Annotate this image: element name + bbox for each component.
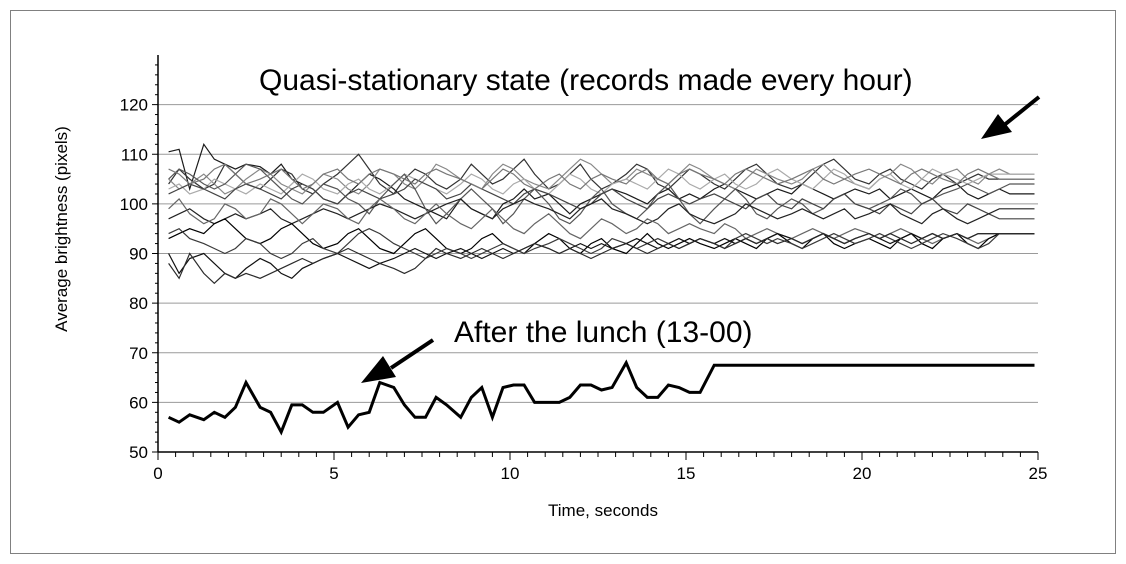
x-axis-title: Time, seconds [548,501,658,520]
x-tick-label: 20 [853,464,872,483]
series-line-13 [168,232,1035,285]
series-line-14 [168,163,1035,190]
tick-labels: 50 60 70 80 90 100 110 120 0 5 10 15 20 25 [120,96,1048,483]
y-tick-label: 90 [129,245,148,264]
x-tick-label: 25 [1029,464,1048,483]
y-tick-label: 110 [121,145,148,164]
chart-frame: 50 60 70 80 90 100 110 120 0 5 10 15 20 25 Time, seco… [10,10,1116,554]
line-chart: 50 60 70 80 90 100 110 120 0 5 10 15 20 25 Time, seco… [52,55,1048,520]
series-line-11 [168,227,1035,260]
gridlines [158,104,1038,403]
x-tick-label: 0 [153,464,162,483]
x-tick-label: 10 [501,464,520,483]
x-tick-label: 5 [329,464,338,483]
axes [152,55,1039,460]
series-line-1 [167,359,1035,436]
y-tick-label: 100 [120,195,148,214]
series-line-6 [168,163,1035,225]
arrow-after-lunch [361,338,435,383]
y-tick-label: 80 [129,294,148,313]
series-line-10 [168,218,1035,255]
annotation-after-lunch: After the lunch (13-00) [454,316,753,349]
series-lines [167,142,1035,436]
y-tick-label: 60 [129,393,148,412]
y-tick-label: 50 [129,443,148,462]
annotation-quasi-stationary: Quasi-stationary state (records made eve… [259,64,913,97]
y-axis-title: Average brightness (pixels) [52,126,71,332]
y-tick-label: 120 [120,96,148,115]
x-tick-label: 15 [677,464,696,483]
y-tick-label: 70 [129,344,148,363]
arrow-quasi-stationary [981,95,1041,139]
